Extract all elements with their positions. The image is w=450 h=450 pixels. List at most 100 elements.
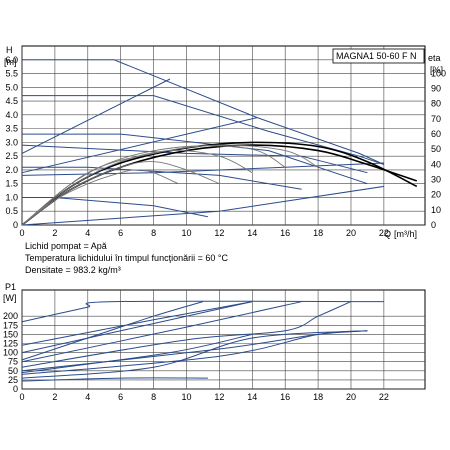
eta-y-tick-label: 100: [431, 68, 446, 78]
power-x-tick-label: 8: [151, 392, 156, 402]
power-curve: [21, 301, 253, 354]
power-y-tick-label: 50: [8, 366, 18, 376]
q-x-tick-label: 6: [118, 228, 123, 238]
head-curve: [22, 133, 368, 185]
eta-y-tick-label: 60: [431, 129, 441, 139]
q-x-tick-label: 16: [280, 228, 290, 238]
head-y-tick-label: 5.0: [5, 82, 18, 92]
efficiency-curve: [21, 161, 220, 226]
head-curve: [22, 95, 385, 165]
eta-y-tick-label: 50: [431, 144, 441, 154]
power-curve: [21, 333, 253, 374]
head-axis-label: H: [6, 45, 13, 55]
q-x-tick-label: 12: [214, 228, 224, 238]
power-y-tick-label: 0: [13, 384, 18, 394]
power-curves-group: [21, 300, 384, 382]
q-x-tick-label: 2: [52, 228, 57, 238]
efficiency-curve: [21, 149, 253, 226]
power-x-tick-label: 10: [181, 392, 191, 402]
power-x-tick-label: 20: [346, 392, 356, 402]
eta-y-tick-label: 20: [431, 190, 441, 200]
eta-axis-unit: [%]: [430, 65, 443, 75]
power-curve: [21, 301, 253, 346]
efficiency-curves-group: [21, 141, 418, 226]
q-x-tick-labels: 0 2 4 6 8 10 12 14 16 18 20 22: [19, 228, 388, 238]
head-y-tick-label: 0: [13, 220, 18, 230]
power-x-tick-label: 14: [247, 392, 257, 402]
note-liquid: Lichid pompat = Apă: [25, 241, 107, 251]
head-y-tick-label: 2.5: [5, 151, 18, 161]
q-x-tick-label: 0: [19, 228, 24, 238]
power-x-tick-label: 2: [52, 392, 57, 402]
head-plot-area: [21, 45, 426, 226]
power-x-tick-labels: 0 2 4 6 8 10 12 14 16 18 20 22: [19, 392, 388, 402]
q-x-tick-label: 4: [85, 228, 90, 238]
power-x-tick-label: 4: [85, 392, 90, 402]
power-curve: [21, 377, 208, 382]
q-x-tick-label: 22: [379, 228, 389, 238]
power-axis-unit: [W]: [3, 293, 17, 303]
power-y-tick-label: 25: [8, 375, 18, 385]
eta-y-tick-label: 70: [431, 114, 441, 124]
power-y-tick-label: 125: [3, 339, 18, 349]
head-curve: [21, 162, 384, 176]
model-title: MAGNA1 50-60 F N: [336, 51, 417, 61]
power-x-tick-label: 18: [313, 392, 323, 402]
power-x-tick-label: 12: [214, 392, 224, 402]
eta-y-tick-label: 40: [431, 159, 441, 169]
power-x-tick-label: 22: [379, 392, 389, 402]
head-y-tick-labels: 0 0.5 1.0 1.5 2.0 2.5 3.0 3.5 4.0 4.5 5.0 5.5 6.0: [5, 55, 18, 230]
head-y-tick-label: 1.5: [5, 179, 18, 189]
power-y-tick-label: 150: [3, 329, 18, 339]
power-x-tick-label: 0: [19, 392, 24, 402]
power-curve: [21, 301, 352, 368]
power-x-tick-label: 6: [118, 392, 123, 402]
head-y-tick-label: 4.5: [5, 96, 18, 106]
power-axis-label: P1: [5, 282, 16, 292]
eta-axis-label: eta: [428, 53, 441, 63]
head-axis-unit: [m]: [4, 57, 17, 67]
eta-y-tick-label: 80: [431, 99, 441, 109]
head-curve: [21, 117, 258, 174]
power-curve: [21, 301, 302, 363]
note-density: Densitate = 983.2 kg/m³: [25, 265, 121, 275]
head-curve: [21, 78, 171, 154]
q-x-tick-label: 20: [346, 228, 356, 238]
power-curve: [21, 330, 368, 379]
power-y-tick-label: 200: [3, 311, 18, 321]
head-y-tick-label: 3.5: [5, 124, 18, 134]
head-curves-group: [21, 59, 385, 226]
eta-y-tick-label: 0: [431, 220, 436, 230]
note-temperature: Temperatura lichidului în timpul funcţio…: [25, 253, 228, 263]
head-y-tick-label: 0.5: [5, 206, 18, 216]
power-curve: [21, 301, 204, 361]
power-y-tick-label: 100: [3, 348, 18, 358]
q-axis-unit: [m³/h]: [394, 229, 417, 239]
head-y-tick-label: 2.0: [5, 165, 18, 175]
head-curve: [21, 144, 368, 174]
head-curve: [21, 185, 384, 226]
eta-y-tick-label: 90: [431, 83, 441, 93]
q-x-tick-label: 14: [247, 228, 257, 238]
efficiency-curve: [21, 144, 319, 226]
eta-y-tick-labels: 0 10 20 30 40 50 60 70 80 90 100: [431, 68, 446, 230]
head-y-tick-label: 5.5: [5, 69, 18, 79]
power-curve: [21, 300, 384, 323]
model-title-box: [332, 48, 425, 64]
head-grid: [21, 46, 425, 226]
power-grid: [21, 290, 425, 390]
q-axis-label: Q: [384, 229, 391, 239]
eta-y-tick-label: 10: [431, 205, 441, 215]
power-y-tick-label: 75: [8, 357, 18, 367]
q-x-tick-label: 8: [151, 228, 156, 238]
power-x-tick-label: 16: [280, 392, 290, 402]
head-curve: [22, 197, 208, 218]
head-y-tick-label: 4.0: [5, 110, 18, 120]
head-y-tick-label: 3.0: [5, 137, 18, 147]
q-x-tick-label: 10: [181, 228, 191, 238]
eta-y-tick-label: 30: [431, 174, 441, 184]
head-y-tick-label: 6.0: [5, 55, 18, 65]
head-y-tick-label: 1.0: [5, 192, 18, 202]
